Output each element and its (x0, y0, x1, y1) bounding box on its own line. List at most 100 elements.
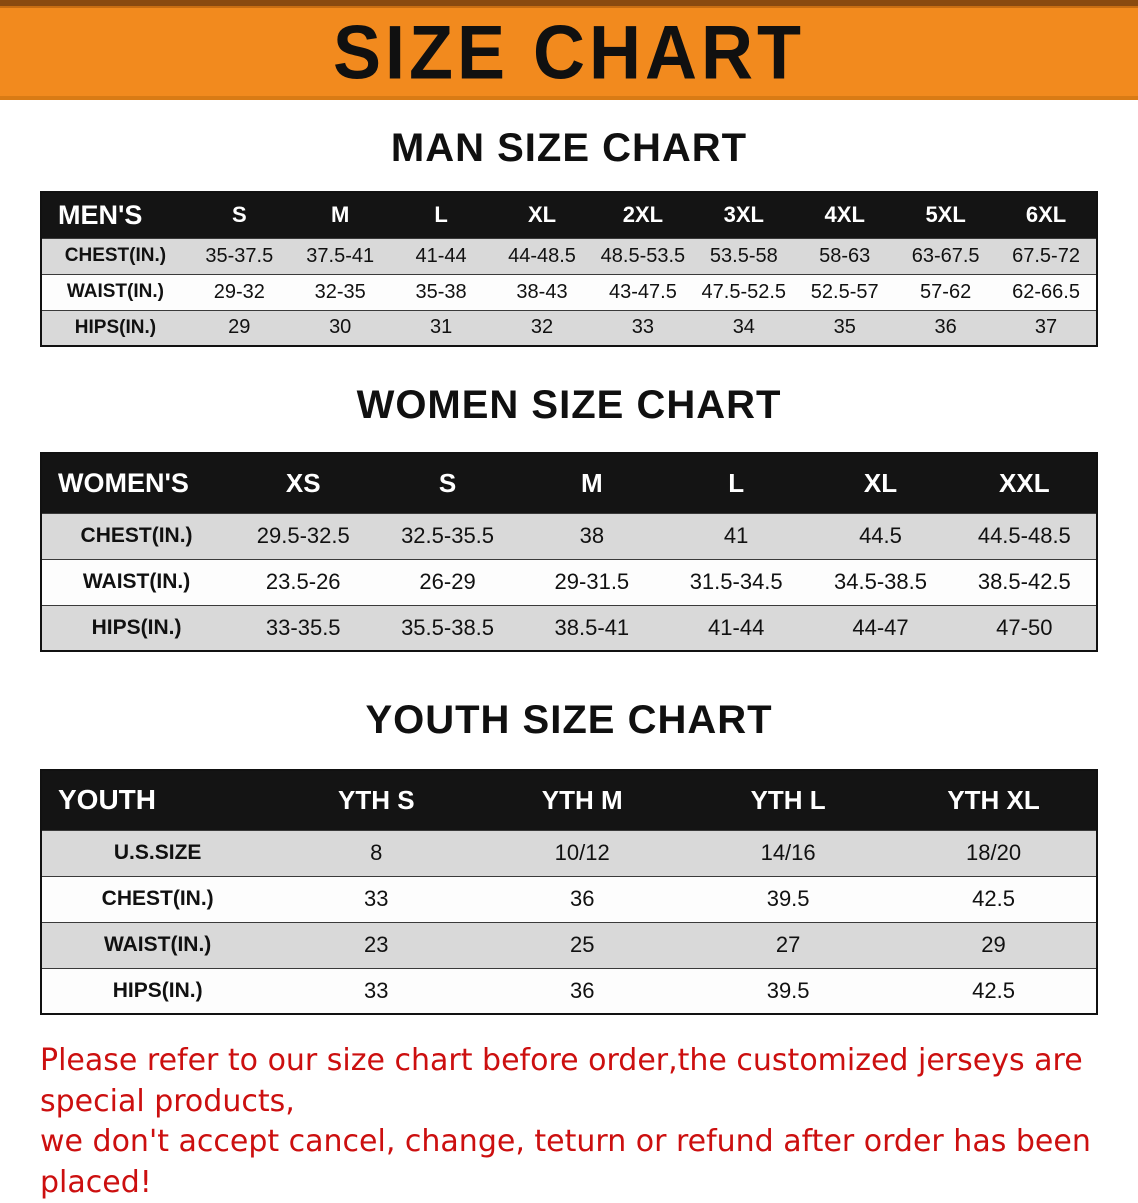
size-value-cell: 37.5-41 (289, 237, 391, 274)
size-value-cell: 41-44 (390, 237, 492, 274)
size-value-cell: 30 (289, 309, 391, 346)
men-size-table: MEN'S S M L XL 2XL 3XL 4XL 5XL 6XL CHEST(IN.) 35-37… (40, 191, 1098, 347)
section-women: WOMEN SIZE CHART WOMEN'S XS S M L XL XXL CHEST(… (0, 347, 1138, 652)
size-value-cell: 29.5-32.5 (231, 512, 376, 559)
size-value-cell: 42.5 (891, 967, 1097, 1014)
size-value-cell: 10/12 (479, 829, 686, 876)
size-value-cell: 67.5-72 (996, 237, 1097, 274)
table-row: CHEST(IN.) 33 36 39.5 42.5 (41, 875, 1097, 922)
size-value-cell: 26-29 (375, 558, 520, 605)
row-label: WAIST(IN.) (41, 558, 232, 605)
size-value-cell: 36 (479, 967, 686, 1014)
size-value-cell: 29 (188, 309, 290, 346)
footer-note: Please refer to our size chart before or… (40, 1041, 1098, 1203)
size-value-cell: 33 (592, 309, 694, 346)
size-column-header: YTH XL (891, 770, 1097, 830)
row-label: CHEST(IN.) (41, 237, 189, 274)
size-value-cell: 47-50 (952, 604, 1097, 651)
row-label: WAIST(IN.) (41, 273, 189, 310)
size-value-cell: 33 (273, 967, 480, 1014)
size-value-cell: 35.5-38.5 (375, 604, 520, 651)
table-row: HIPS(IN.) 29 30 31 32 33 34 35 36 37 (41, 309, 1097, 346)
size-value-cell: 29-31.5 (519, 558, 665, 605)
women-section-title: WOMEN SIZE CHART (356, 383, 782, 427)
size-value-cell: 48.5-53.5 (592, 237, 694, 274)
size-value-cell: 32-35 (289, 273, 391, 310)
size-value-cell: 57-62 (895, 273, 997, 310)
size-column-header: XL (808, 453, 953, 513)
row-label: WAIST(IN.) (41, 921, 274, 968)
section-youth: YOUTH SIZE CHART YOUTH YTH S YTH M YTH L YTH… (0, 652, 1138, 1015)
size-value-cell: 44-47 (808, 604, 953, 651)
size-value-cell: 33 (273, 875, 480, 922)
size-value-cell: 25 (479, 921, 686, 968)
size-value-cell: 14/16 (685, 829, 892, 876)
size-value-cell: 35 (794, 309, 896, 346)
size-value-cell: 8 (273, 829, 480, 876)
size-value-cell: 41 (664, 512, 809, 559)
size-value-cell: 39.5 (685, 967, 892, 1014)
row-label: CHEST(IN.) (41, 512, 232, 559)
table-header-row: YOUTH YTH S YTH M YTH L YTH XL (41, 770, 1097, 830)
women-size-table: WOMEN'S XS S M L XL XXL CHEST(IN.) 29.5-32.5 32.5… (40, 452, 1098, 652)
size-column-header: M (519, 453, 665, 513)
size-value-cell: 36 (895, 309, 997, 346)
row-label: U.S.SIZE (41, 829, 274, 876)
youth-section-title: YOUTH SIZE CHART (365, 698, 773, 742)
size-value-cell: 34.5-38.5 (808, 558, 953, 605)
size-column-header: XXL (952, 453, 1097, 513)
size-column-header: L (664, 453, 809, 513)
size-value-cell: 35-38 (390, 273, 492, 310)
size-column-header: L (390, 192, 492, 238)
size-value-cell: 29-32 (188, 273, 290, 310)
table-header-row: WOMEN'S XS S M L XL XXL (41, 453, 1097, 513)
size-value-cell: 36 (479, 875, 686, 922)
size-column-header: S (188, 192, 290, 238)
size-value-cell: 52.5-57 (794, 273, 896, 310)
table-row: CHEST(IN.) 35-37.5 37.5-41 41-44 44-48.5 48.5… (41, 237, 1097, 274)
banner: SIZE CHART (0, 0, 1138, 100)
size-value-cell: 35-37.5 (188, 237, 290, 274)
size-value-cell: 44.5 (808, 512, 953, 559)
size-value-cell: 38-43 (491, 273, 593, 310)
size-value-cell: 47.5-52.5 (693, 273, 795, 310)
size-value-cell: 44-48.5 (491, 237, 593, 274)
size-column-header: YTH S (273, 770, 480, 830)
size-value-cell: 44.5-48.5 (952, 512, 1097, 559)
size-value-cell: 34 (693, 309, 795, 346)
row-label: HIPS(IN.) (41, 967, 274, 1014)
size-value-cell: 62-66.5 (996, 273, 1097, 310)
table-row: HIPS(IN.) 33-35.5 35.5-38.5 38.5-41 41-44 44-… (41, 604, 1097, 651)
size-value-cell: 53.5-58 (693, 237, 795, 274)
table-row: U.S.SIZE 8 10/12 14/16 18/20 (41, 829, 1097, 876)
size-value-cell: 27 (685, 921, 892, 968)
size-value-cell: 39.5 (685, 875, 892, 922)
size-value-cell: 32 (491, 309, 593, 346)
footer-note-line: we don't accept cancel, change, teturn o… (40, 1124, 1091, 1200)
size-column-header: S (375, 453, 520, 513)
section-men: MAN SIZE CHART MEN'S S M L XL 2XL 3XL 4XL 5XL 6XL… (0, 100, 1138, 347)
size-value-cell: 43-47.5 (592, 273, 694, 310)
size-column-header: 4XL (794, 192, 896, 238)
size-column-header: YTH L (685, 770, 892, 830)
size-value-cell: 41-44 (664, 604, 809, 651)
size-value-cell: 38 (519, 512, 665, 559)
size-column-header: 3XL (693, 192, 795, 238)
men-section-title: MAN SIZE CHART (390, 126, 748, 170)
size-value-cell: 31.5-34.5 (664, 558, 809, 605)
size-value-cell: 38.5-41 (519, 604, 665, 651)
size-value-cell: 58-63 (794, 237, 896, 274)
size-column-header: 2XL (592, 192, 694, 238)
table-row: HIPS(IN.) 33 36 39.5 42.5 (41, 967, 1097, 1014)
size-value-cell: 23.5-26 (231, 558, 376, 605)
table-row: WAIST(IN.) 23.5-26 26-29 29-31.5 31.5-34.5 34… (41, 558, 1097, 605)
size-value-cell: 23 (273, 921, 480, 968)
table-category-header: YOUTH (41, 770, 274, 830)
size-value-cell: 31 (390, 309, 492, 346)
table-header-row: MEN'S S M L XL 2XL 3XL 4XL 5XL 6XL (41, 192, 1097, 238)
size-value-cell: 29 (891, 921, 1097, 968)
size-value-cell: 18/20 (891, 829, 1097, 876)
row-label: CHEST(IN.) (41, 875, 274, 922)
table-category-header: WOMEN'S (41, 453, 232, 513)
size-column-header: XS (231, 453, 376, 513)
